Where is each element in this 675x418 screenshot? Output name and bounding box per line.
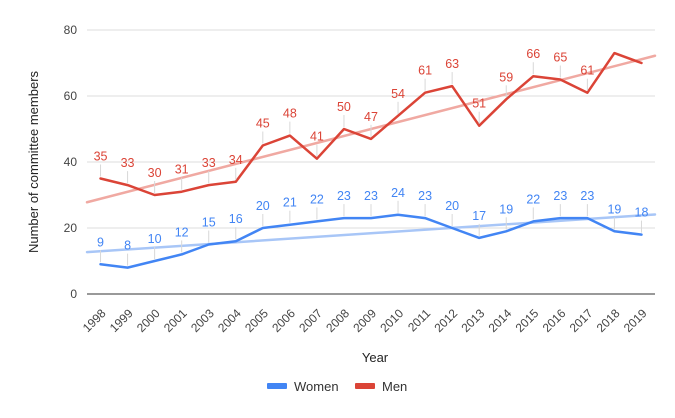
data-label-women: 10 <box>148 232 162 246</box>
data-label-women: 20 <box>256 199 270 213</box>
data-label-men: 33 <box>121 156 135 170</box>
data-label-men: 65 <box>553 51 567 65</box>
data-label-women: 8 <box>124 239 131 253</box>
data-label-women: 17 <box>472 209 486 223</box>
data-label-women: 19 <box>499 202 513 216</box>
data-label-women: 22 <box>310 192 324 206</box>
x-tick-label: 2010 <box>377 306 406 335</box>
legend-item-men[interactable]: Men <box>355 379 407 394</box>
y-tick-label: 0 <box>70 287 77 301</box>
data-label-men: 33 <box>202 156 216 170</box>
series-line-women <box>99 213 643 269</box>
x-tick-label: 2013 <box>459 306 488 335</box>
data-label-men: 30 <box>148 166 162 180</box>
data-label-men: 31 <box>175 163 189 177</box>
y-tick-label: 80 <box>64 23 78 37</box>
data-label-women: 19 <box>607 202 621 216</box>
legend-swatch-women <box>267 383 287 389</box>
data-label-men: 63 <box>445 57 459 71</box>
x-tick-label: 2012 <box>431 306 460 335</box>
legend-item-women[interactable]: Women <box>267 379 339 394</box>
trendline-women <box>85 213 657 254</box>
data-label-men: 47 <box>364 110 378 124</box>
legend-swatch-men <box>355 383 375 389</box>
x-tick-label: 2005 <box>242 306 271 335</box>
legend-label-women: Women <box>294 379 339 394</box>
x-tick-label: 2008 <box>323 306 352 335</box>
data-label-women: 21 <box>283 196 297 210</box>
x-tick-label: 2015 <box>513 306 542 335</box>
data-label-men: 48 <box>283 107 297 121</box>
x-tick-label: 2003 <box>188 306 217 335</box>
data-label-men: 45 <box>256 117 270 131</box>
data-label-women: 18 <box>635 206 649 220</box>
y-tick-label: 40 <box>64 155 78 169</box>
gridlines <box>87 29 655 295</box>
data-label-women: 15 <box>202 216 216 230</box>
data-label-men: 51 <box>472 97 486 111</box>
data-label-men: 61 <box>580 64 594 78</box>
x-tick-label: 1999 <box>107 306 136 335</box>
data-label-men: 59 <box>499 70 513 84</box>
x-tick-label: 2011 <box>405 306 433 334</box>
data-label-women: 23 <box>553 189 567 203</box>
x-tick-label: 2016 <box>540 306 569 335</box>
data-labels: 9 8 10 12 15 16 20 21 22 23 23 24 23 20 17 19 22 23 23 19 18… <box>94 47 649 266</box>
x-tick-label: 2017 <box>567 306 596 335</box>
data-label-women: 20 <box>445 199 459 213</box>
data-label-men: 54 <box>391 87 405 101</box>
series-lines <box>99 51 643 269</box>
x-tick-label: 2019 <box>621 306 650 335</box>
data-label-women: 23 <box>580 189 594 203</box>
data-label-women: 24 <box>391 186 405 200</box>
x-axis-title: Year <box>362 350 389 365</box>
y-axis-title: Number of committee members <box>26 70 41 253</box>
data-label-women: 12 <box>175 225 189 239</box>
data-label-men: 61 <box>418 64 432 78</box>
y-tick-label: 60 <box>64 89 78 103</box>
series-line-men <box>99 51 643 197</box>
x-tick-label: 2006 <box>269 306 298 335</box>
data-label-men: 41 <box>310 130 324 144</box>
data-label-women: 16 <box>229 212 243 226</box>
x-tick-label: 2004 <box>215 306 244 335</box>
data-label-women: 23 <box>418 189 432 203</box>
data-label-women: 23 <box>364 189 378 203</box>
data-label-women: 23 <box>337 189 351 203</box>
data-label-men: 66 <box>526 47 540 61</box>
data-label-women: 22 <box>526 192 540 206</box>
x-tick-label: 2001 <box>161 306 190 335</box>
y-tick-label: 20 <box>64 221 78 235</box>
x-tick-label: 2018 <box>594 306 623 335</box>
x-tick-label: 2014 <box>486 306 515 335</box>
legend: Women Men <box>267 379 407 394</box>
data-label-men: 35 <box>94 150 108 164</box>
x-tick-label: 1998 <box>80 306 109 335</box>
data-label-men: 50 <box>337 100 351 114</box>
x-tick-label: 2009 <box>350 306 379 335</box>
legend-label-men: Men <box>382 379 407 394</box>
data-label-women: 9 <box>97 235 104 249</box>
x-tick-label: 2007 <box>296 306 325 335</box>
data-label-men: 34 <box>229 153 243 167</box>
x-tick-label: 2000 <box>134 306 163 335</box>
